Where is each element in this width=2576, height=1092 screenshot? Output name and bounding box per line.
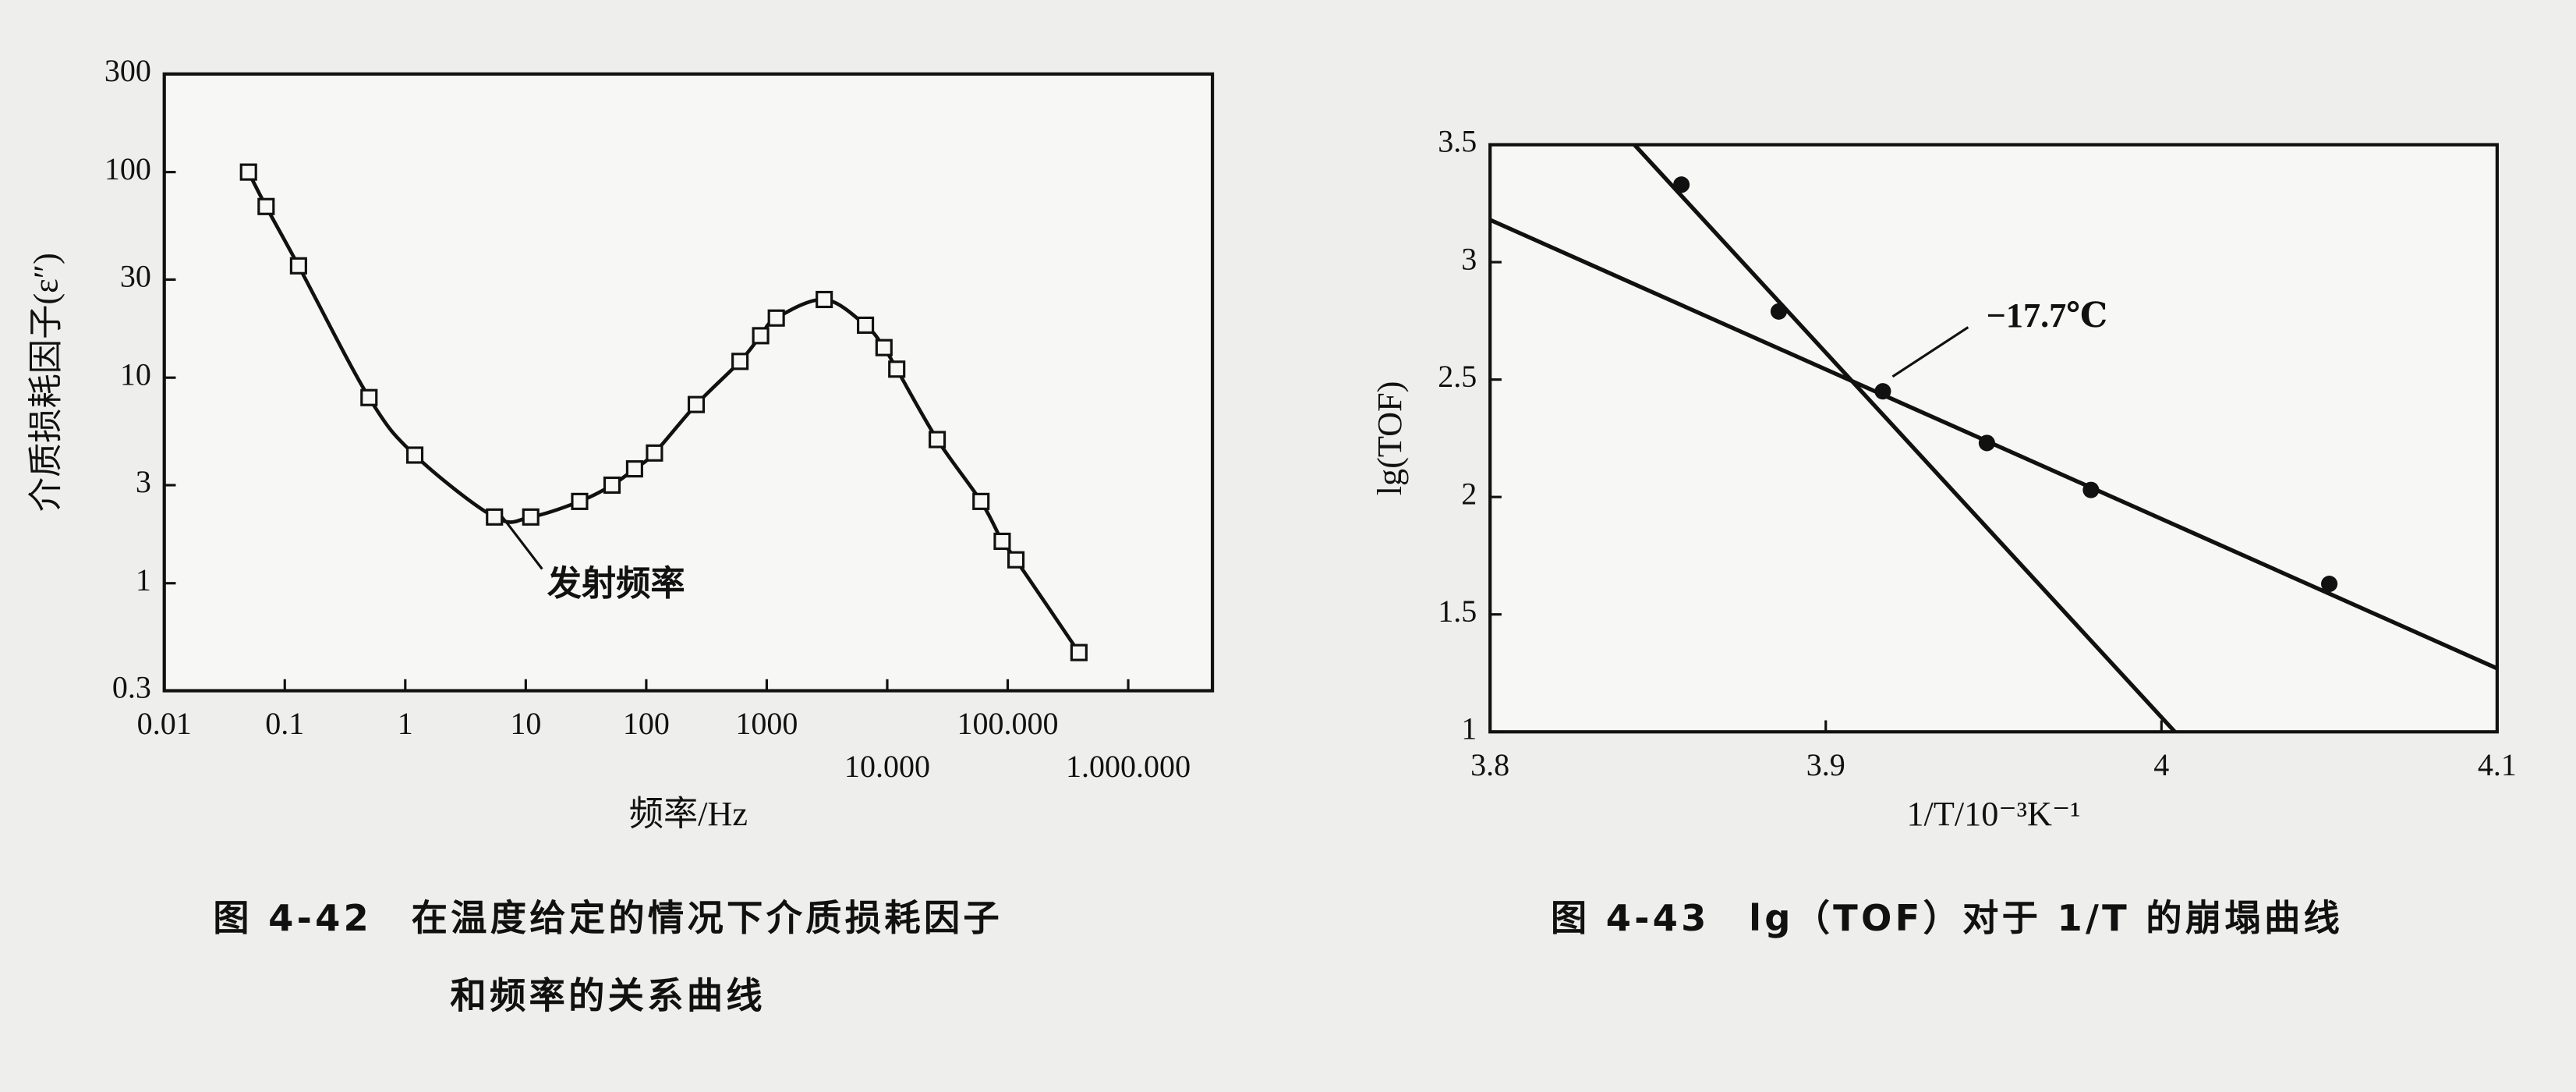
point <box>1673 176 1690 193</box>
x-tick-label: 10 <box>510 706 541 741</box>
marker <box>486 508 504 526</box>
y-tick-label: 1 <box>1461 711 1477 746</box>
x-tick-label: 3.8 <box>1470 747 1509 782</box>
x-tick-label: 1 <box>398 706 413 741</box>
marker <box>360 388 378 406</box>
marker <box>767 309 785 327</box>
x-tick-label: 4.1 <box>2478 747 2517 782</box>
x-tick-label: 4 <box>2153 747 2169 782</box>
x-axis-title: 1/T/10⁻³K⁻¹ <box>1906 795 2080 833</box>
marker <box>603 476 621 495</box>
y-tick-label: 2 <box>1461 476 1477 511</box>
y-axis-title: 介质损耗因子(ε″) <box>27 253 65 512</box>
x-tick-label: 1000 <box>735 706 798 741</box>
point <box>1770 303 1787 320</box>
marker <box>625 460 643 478</box>
marker <box>239 163 257 181</box>
y-tick-label: 1.5 <box>1438 594 1477 629</box>
marker <box>875 339 893 356</box>
marker <box>571 492 589 510</box>
point <box>2082 481 2100 498</box>
marker <box>646 444 663 462</box>
plot-frame <box>162 72 1215 693</box>
x-tick-label: 100.000 <box>957 706 1058 741</box>
x-tick-label: 10.000 <box>844 749 930 784</box>
x-tick-label: 0.01 <box>137 706 192 741</box>
y-tick-label: 3 <box>1461 241 1477 276</box>
point <box>1978 434 1995 452</box>
marker <box>731 353 749 370</box>
marker <box>857 316 875 334</box>
marker <box>1070 644 1088 661</box>
y-tick-label: 1 <box>136 562 151 597</box>
y-tick-label: 100 <box>104 151 151 186</box>
annotation: −17.7℃ <box>1987 296 2108 335</box>
marker <box>993 532 1011 551</box>
x-axis-title: 频率/Hz <box>629 795 748 833</box>
marker <box>522 508 540 526</box>
marker <box>752 327 770 345</box>
marker <box>405 446 424 464</box>
caption: 图 4-42 在温度给定的情况下介质损耗因子 <box>213 897 1003 939</box>
annotation-leader <box>1891 326 1969 378</box>
x-tick-label: 1.000.000 <box>1066 749 1191 784</box>
x-tick-label: 0.1 <box>265 706 304 741</box>
marker <box>1007 551 1025 569</box>
y-tick-label: 2.5 <box>1438 359 1477 394</box>
y-tick-label: 10 <box>120 356 151 392</box>
marker <box>257 197 275 215</box>
caption: 图 4-43 lg（TOF）对于 1/T 的崩塌曲线 <box>1551 897 2343 939</box>
fit-line <box>1633 143 2177 734</box>
x-tick-label: 3.9 <box>1806 747 1845 782</box>
y-tick-label: 300 <box>104 53 151 88</box>
y-tick-label: 3.5 <box>1438 124 1477 159</box>
point <box>1874 383 1891 400</box>
y-tick-label: 0.3 <box>112 670 151 705</box>
y-tick-label: 30 <box>120 259 151 294</box>
marker <box>687 395 706 413</box>
marker <box>929 431 947 448</box>
marker <box>289 257 307 275</box>
annotation: 发射频率 <box>547 565 685 603</box>
x-tick-label: 100 <box>623 706 670 741</box>
y-tick-label: 3 <box>136 464 151 499</box>
y-axis-title: lg(TOF) <box>1371 381 1409 496</box>
marker <box>816 290 833 309</box>
caption: 和频率的关系曲线 <box>450 974 765 1016</box>
point <box>2321 576 2338 593</box>
marker <box>888 360 906 378</box>
marker <box>972 492 990 510</box>
